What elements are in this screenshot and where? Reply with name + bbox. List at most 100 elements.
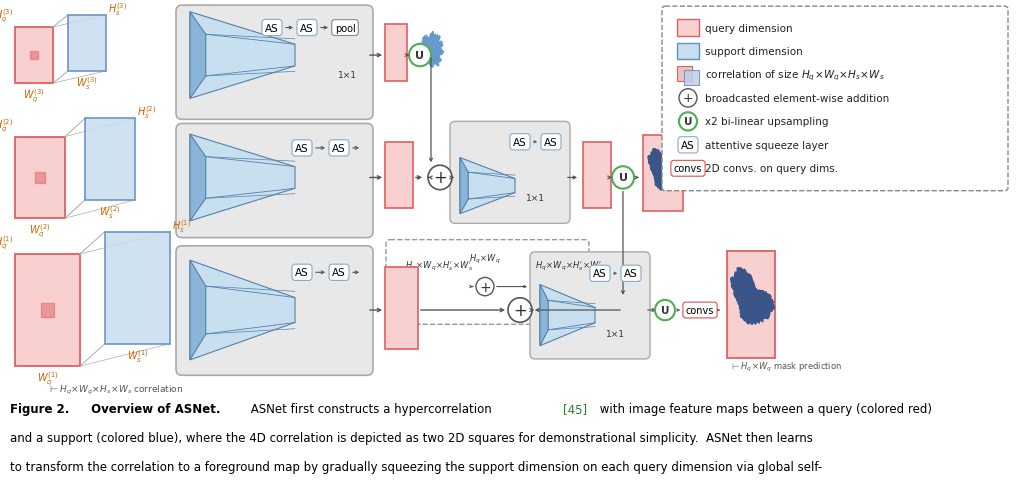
Text: $W_s^{(3)}$: $W_s^{(3)}$ bbox=[77, 75, 98, 91]
Text: x2 bi-linear upsampling: x2 bi-linear upsampling bbox=[705, 117, 829, 127]
Polygon shape bbox=[419, 32, 444, 68]
Polygon shape bbox=[15, 137, 65, 219]
Text: $H_q\!\times\!W_q$: $H_q\!\times\!W_q$ bbox=[470, 252, 501, 265]
Text: AS: AS bbox=[295, 268, 309, 278]
Text: convs: convs bbox=[685, 305, 714, 316]
Text: AS: AS bbox=[681, 140, 695, 151]
Text: broadcasted element-wise addition: broadcasted element-wise addition bbox=[705, 94, 889, 104]
Text: attentive squeeze layer: attentive squeeze layer bbox=[705, 140, 829, 151]
Polygon shape bbox=[30, 52, 38, 60]
Polygon shape bbox=[385, 142, 413, 209]
Text: $H_q^{(2)}$: $H_q^{(2)}$ bbox=[0, 117, 13, 135]
Polygon shape bbox=[727, 251, 775, 358]
Polygon shape bbox=[730, 268, 774, 325]
Circle shape bbox=[612, 167, 634, 189]
Polygon shape bbox=[15, 255, 80, 366]
Polygon shape bbox=[583, 142, 611, 209]
Text: with image feature maps between a query (colored red): with image feature maps between a query … bbox=[595, 402, 932, 415]
Text: to transform the correlation to a foreground map by gradually squeezing the supp: to transform the correlation to a foregr… bbox=[10, 460, 822, 473]
Text: 1×1: 1×1 bbox=[338, 71, 356, 80]
Circle shape bbox=[508, 298, 532, 323]
Circle shape bbox=[428, 166, 452, 190]
Text: +: + bbox=[682, 92, 694, 105]
Text: $H_q^{(3)}$: $H_q^{(3)}$ bbox=[0, 8, 13, 25]
Text: convs: convs bbox=[674, 164, 702, 174]
Polygon shape bbox=[190, 13, 206, 99]
Polygon shape bbox=[190, 13, 295, 99]
Polygon shape bbox=[460, 158, 515, 214]
Circle shape bbox=[679, 90, 697, 108]
Text: $W_s^{(2)}$: $W_s^{(2)}$ bbox=[99, 204, 121, 220]
Polygon shape bbox=[677, 44, 699, 60]
Text: U: U bbox=[661, 305, 669, 316]
Polygon shape bbox=[15, 28, 53, 84]
Text: query dimension: query dimension bbox=[705, 24, 793, 33]
Polygon shape bbox=[677, 67, 692, 81]
Text: $\vdash H_q\!\times\!W_q$ mask prediction: $\vdash H_q\!\times\!W_q$ mask predictio… bbox=[730, 360, 842, 373]
Text: $H_q^{(1)}$: $H_q^{(1)}$ bbox=[0, 234, 13, 251]
Text: correlation of size $H_q\!\times\!W_q\!\times\!H_s\!\times\!W_s$: correlation of size $H_q\!\times\!W_q\!\… bbox=[705, 68, 885, 82]
FancyBboxPatch shape bbox=[176, 246, 373, 376]
Text: AS: AS bbox=[332, 268, 346, 278]
Text: U: U bbox=[415, 51, 425, 61]
Polygon shape bbox=[460, 158, 469, 214]
Text: 2D convs. on query dims.: 2D convs. on query dims. bbox=[705, 164, 838, 174]
Polygon shape bbox=[684, 71, 699, 86]
Circle shape bbox=[679, 113, 697, 131]
Text: [45]: [45] bbox=[563, 402, 587, 415]
Polygon shape bbox=[540, 285, 595, 346]
Polygon shape bbox=[68, 16, 106, 72]
Text: $W_s^{(1)}$: $W_s^{(1)}$ bbox=[127, 347, 148, 364]
Polygon shape bbox=[677, 20, 699, 37]
Text: $H_s^{(1)}$: $H_s^{(1)}$ bbox=[172, 217, 191, 234]
Circle shape bbox=[655, 300, 675, 320]
Text: $H_s^{(3)}$: $H_s^{(3)}$ bbox=[108, 1, 127, 18]
Text: $W_q^{(1)}$: $W_q^{(1)}$ bbox=[37, 369, 58, 387]
Text: $\vdash H_q\!\times\!W_q\!\times\!H_s\!\times\!W_s$ correlation: $\vdash H_q\!\times\!W_q\!\times\!H_s\!\… bbox=[47, 383, 183, 396]
Polygon shape bbox=[105, 232, 170, 344]
Polygon shape bbox=[648, 150, 680, 191]
Text: AS: AS bbox=[514, 137, 527, 148]
Circle shape bbox=[476, 278, 494, 296]
Text: AS: AS bbox=[544, 137, 558, 148]
Text: U: U bbox=[619, 173, 627, 183]
Text: AS: AS bbox=[295, 144, 309, 153]
FancyBboxPatch shape bbox=[450, 122, 570, 224]
Text: $W_q^{(2)}$: $W_q^{(2)}$ bbox=[30, 222, 51, 239]
Text: $H_q\!\times\!W_q\!\times\!H_s^\prime\!\times\!W_s^\prime$: $H_q\!\times\!W_q\!\times\!H_s^\prime\!\… bbox=[405, 259, 473, 272]
Text: $H_s^{(2)}$: $H_s^{(2)}$ bbox=[137, 105, 157, 121]
Text: 1×1: 1×1 bbox=[526, 194, 544, 203]
FancyBboxPatch shape bbox=[662, 7, 1008, 191]
FancyBboxPatch shape bbox=[176, 124, 373, 238]
Polygon shape bbox=[190, 261, 206, 360]
Text: +: + bbox=[514, 302, 527, 319]
Text: AS: AS bbox=[332, 144, 346, 153]
FancyBboxPatch shape bbox=[176, 6, 373, 120]
Text: AS: AS bbox=[593, 269, 607, 279]
Polygon shape bbox=[540, 285, 548, 346]
Text: 1×1: 1×1 bbox=[606, 329, 624, 338]
Polygon shape bbox=[190, 135, 295, 221]
Polygon shape bbox=[385, 268, 418, 349]
Text: ASNet first constructs a hypercorrelation: ASNet first constructs a hypercorrelatio… bbox=[247, 402, 495, 415]
Polygon shape bbox=[35, 173, 45, 183]
Text: support dimension: support dimension bbox=[705, 47, 803, 57]
Text: Figure 2.: Figure 2. bbox=[10, 402, 70, 415]
Text: AS: AS bbox=[300, 24, 314, 33]
Text: AS: AS bbox=[265, 24, 279, 33]
Text: AS: AS bbox=[624, 269, 638, 279]
Text: +: + bbox=[479, 280, 491, 294]
Text: $H_q\!\times\!W_q\!\times\!H_s^\prime\!\times\!W_s^\prime$: $H_q\!\times\!W_q\!\times\!H_s^\prime\!\… bbox=[535, 259, 603, 272]
Polygon shape bbox=[385, 26, 407, 81]
Text: $W_q^{(3)}$: $W_q^{(3)}$ bbox=[24, 87, 45, 105]
Text: +: + bbox=[433, 169, 447, 187]
Text: Overview of ASNet.: Overview of ASNet. bbox=[87, 402, 221, 415]
Polygon shape bbox=[190, 135, 206, 221]
Text: U: U bbox=[683, 117, 693, 127]
Text: pool: pool bbox=[335, 24, 355, 33]
Polygon shape bbox=[643, 136, 683, 212]
Circle shape bbox=[409, 45, 431, 67]
Polygon shape bbox=[85, 119, 135, 200]
Text: and a support (colored blue), where the 4D correlation is depicted as two 2D squ: and a support (colored blue), where the … bbox=[10, 431, 813, 444]
FancyBboxPatch shape bbox=[530, 252, 650, 359]
